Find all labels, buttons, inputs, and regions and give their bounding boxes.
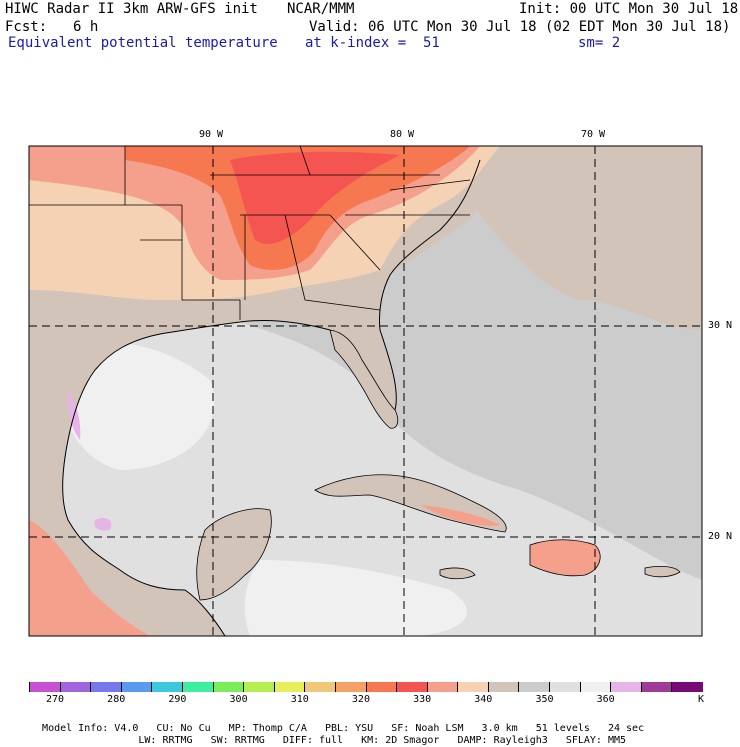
colorbar-tick-label: 290 xyxy=(168,694,187,705)
colorbar-tick-label: 320 xyxy=(351,694,370,705)
cuba-warm-zone xyxy=(420,505,500,526)
yucatan-peninsula xyxy=(196,508,272,601)
colorbar-swatch xyxy=(610,682,642,692)
model-info-line2: LW: RRTMG SW: RRTMG DIFF: full KM: 2D Sm… xyxy=(30,723,626,747)
puerto-rico-island xyxy=(644,565,681,578)
colorbar-swatch xyxy=(518,682,551,692)
colorbar-swatch xyxy=(181,682,214,692)
footer-line1: Model Info: V4.0 CU: No Cu MP: Thomp C/A… xyxy=(42,723,645,734)
hispaniola-island xyxy=(529,539,601,577)
mexico-warm-zone xyxy=(29,520,150,636)
graticule xyxy=(29,146,702,636)
colorbar-swatch xyxy=(640,682,673,692)
colorbar-swatch xyxy=(579,682,612,692)
colorbar-tick-label: 350 xyxy=(535,694,554,705)
colorbar-swatch xyxy=(304,682,336,692)
colorbar-swatch xyxy=(426,682,459,692)
colorbar-swatch xyxy=(396,682,428,692)
colorbar-swatch xyxy=(212,682,245,692)
colorbar-swatch xyxy=(273,682,306,692)
colorbar-swatch xyxy=(671,682,703,692)
colorbar-swatch xyxy=(487,682,520,692)
colorbar-tick-label: 300 xyxy=(229,694,248,705)
lon-label-80w: 80 W xyxy=(390,129,415,140)
fcst-value: 6 h xyxy=(73,19,99,35)
footer-line2: LW: RRTMG SW: RRTMG DIFF: full KM: 2D Sm… xyxy=(42,735,627,746)
state-borders xyxy=(29,145,471,320)
colorbar-swatch xyxy=(90,682,122,692)
colorbar-unit: K xyxy=(698,694,705,705)
fcst-label: Fcst: xyxy=(5,19,48,35)
org-label: NCAR/MMM xyxy=(287,1,355,17)
colorbar-swatch xyxy=(59,682,92,692)
colorbar-swatch xyxy=(29,682,61,692)
lat-label-30n: 30 N xyxy=(708,320,733,331)
smoothing-info: sm= 2 xyxy=(578,35,621,51)
colorbar-tick-label: 330 xyxy=(413,694,432,705)
colorbar-tick-label: 270 xyxy=(46,694,65,705)
map-frame xyxy=(28,145,703,637)
jamaica-island xyxy=(439,567,476,580)
florida-peninsula xyxy=(329,329,399,429)
gulf-light-zone xyxy=(59,342,215,470)
model-info-line1: Model Info: V4.0 CU: No Cu MP: Thomp C/A… xyxy=(30,711,644,735)
valid-time: Valid: 06 UTC Mon 30 Jul 18 (02 EDT Mon … xyxy=(309,19,731,35)
colorbar-tick-label: 280 xyxy=(107,694,126,705)
colorbar-swatch xyxy=(120,682,153,692)
model-title: HIWC Radar II 3km ARW-GFS init xyxy=(5,1,258,17)
colorbar-tick-label: 340 xyxy=(474,694,493,705)
lon-label-90w: 90 W xyxy=(199,129,224,140)
field-name: Equivalent potential temperature xyxy=(8,35,278,51)
coastline xyxy=(62,159,481,637)
atlantic-tan-zone xyxy=(460,150,702,330)
colorbar-tick-label: 310 xyxy=(290,694,309,705)
gulf-lilac-patch xyxy=(94,518,112,531)
colorbar-swatch xyxy=(243,682,275,692)
lon-label-70w: 70 W xyxy=(581,129,606,140)
colorbar-tick-label: 360 xyxy=(596,694,615,705)
level-info: at k-index = 51 xyxy=(305,35,440,51)
lat-label-20n: 20 N xyxy=(708,531,733,542)
caribbean-light-zone xyxy=(244,560,467,636)
init-time: Init: 00 UTC Mon 30 Jul 18 xyxy=(519,1,739,17)
colorbar-swatch xyxy=(365,682,398,692)
colorbar-swatch xyxy=(151,682,183,692)
colorbar-swatch xyxy=(549,682,581,692)
colorbar-swatch xyxy=(334,682,367,692)
colorbar-swatch xyxy=(457,682,489,692)
